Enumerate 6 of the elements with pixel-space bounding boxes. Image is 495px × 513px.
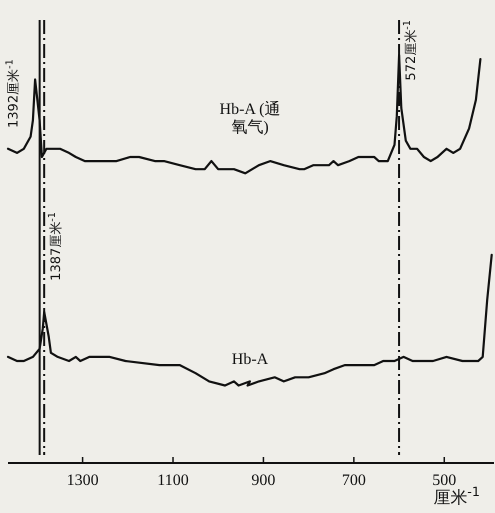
x-tick-label: 1300 bbox=[66, 472, 99, 489]
x-tick-label: 700 bbox=[342, 472, 366, 489]
x-tick-label: 1100 bbox=[157, 472, 189, 489]
series-label: Hb-A bbox=[230, 351, 270, 369]
series-label: Hb-A (通氧气) bbox=[218, 101, 282, 136]
x-tick-label: 900 bbox=[251, 472, 276, 489]
